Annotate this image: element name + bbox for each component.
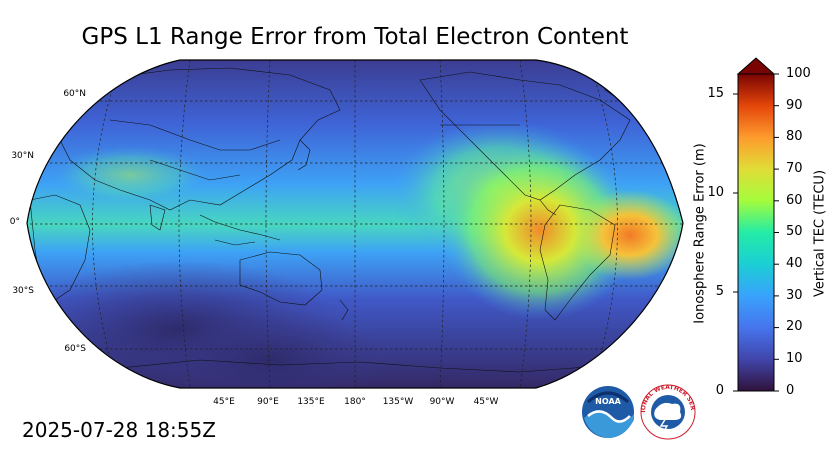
- noaa-logo: NOAA: [582, 386, 634, 438]
- colorbar-tick-60: 60: [786, 193, 803, 208]
- lon-label-45e: 45°E: [213, 397, 235, 407]
- colorbar-left-ticks: [733, 93, 738, 392]
- lat-label-30s: 30°S: [12, 286, 34, 296]
- colorbar-tick-40: 40: [786, 256, 803, 271]
- range-error-tick-15: 15: [707, 86, 724, 101]
- colorbar-right-ticks: [774, 73, 779, 392]
- colorbar-extend-arrow: [736, 57, 776, 75]
- colorbar-tick-70: 70: [786, 161, 803, 176]
- colorbar-tick-50: 50: [786, 224, 803, 239]
- range-error-tick-0: 0: [715, 383, 724, 398]
- lon-label-90e: 90°E: [257, 397, 279, 407]
- colorbar-tick-10: 10: [786, 351, 803, 366]
- tec-field: [27, 60, 683, 388]
- lat-label-30n: 30°N: [11, 151, 34, 161]
- tec-axis-label: Vertical TEC (TECU): [812, 169, 828, 298]
- lon-label-135e: 135°E: [297, 397, 325, 407]
- valid-time: 2025-07-28 18:55Z: [22, 418, 216, 442]
- lat-label-60n: 60°N: [63, 89, 86, 99]
- colorbar-tick-100: 100: [786, 66, 811, 81]
- lon-label-45w: 45°W: [473, 397, 499, 407]
- range-error-axis-label: Ionosphere Range Error (m): [692, 143, 708, 324]
- globe-outline: [26, 59, 684, 389]
- colorbar-tick-80: 80: [786, 129, 803, 144]
- noaa-logo-text: NOAA: [595, 397, 621, 406]
- lon-label-135w: 135°W: [382, 397, 414, 407]
- range-error-tick-5: 5: [715, 284, 724, 299]
- colorbar-tick-0: 0: [786, 383, 795, 398]
- lon-label-180: 180°: [344, 397, 366, 407]
- colorbar-tick-30: 30: [786, 288, 803, 303]
- colorbar: [733, 57, 779, 392]
- graticule: [27, 60, 683, 388]
- lat-label-60s: 60°S: [64, 344, 86, 354]
- lat-label-0: 0°: [9, 217, 20, 227]
- lon-label-90w: 90°W: [429, 397, 455, 407]
- chart-title: GPS L1 Range Error from Total Electron C…: [81, 24, 629, 50]
- colorbar-tick-20: 20: [786, 319, 803, 334]
- colorbar-tick-90: 90: [786, 98, 803, 113]
- colorbar-gradient: [737, 73, 775, 392]
- range-error-tick-10: 10: [707, 185, 724, 200]
